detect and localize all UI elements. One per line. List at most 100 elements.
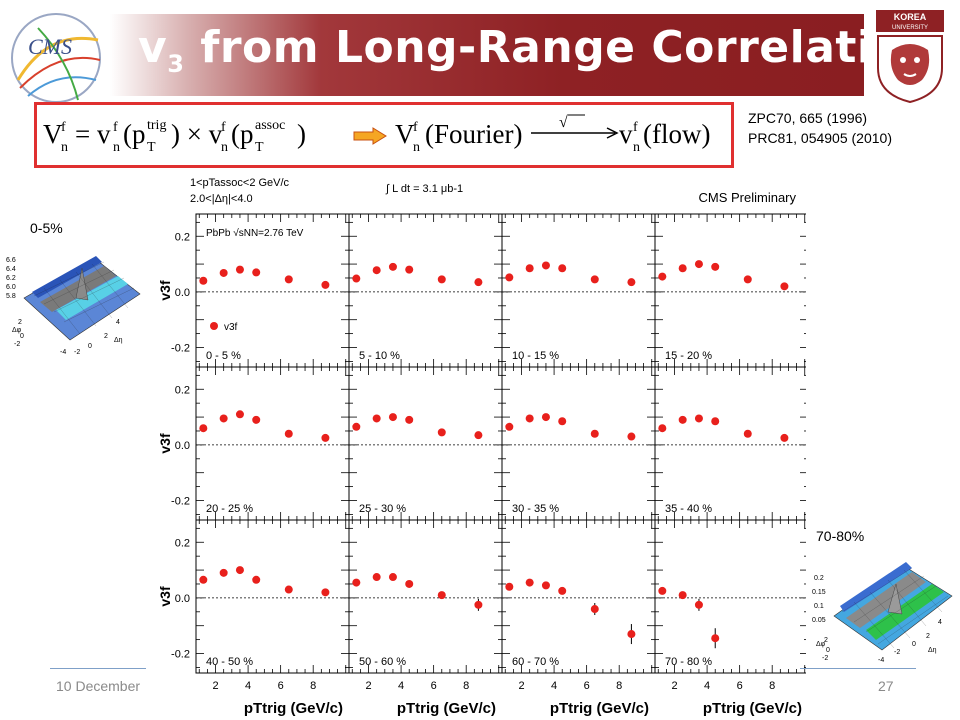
- data-point: [627, 278, 636, 287]
- data-point: [474, 278, 483, 287]
- svg-text:(Fourier): (Fourier): [425, 119, 522, 149]
- panel-centrality-label: 50 - 60 %: [359, 656, 406, 668]
- data-point: [352, 422, 361, 431]
- data-point: [252, 575, 261, 584]
- svg-text:n: n: [61, 140, 68, 155]
- svg-text:KOREA: KOREA: [894, 12, 927, 22]
- data-point: [199, 575, 208, 584]
- svg-text:-2: -2: [894, 649, 900, 656]
- svg-text:Δη: Δη: [114, 337, 123, 344]
- svg-text:0.1: 0.1: [814, 603, 824, 610]
- data-point: [590, 275, 599, 284]
- data-point: [525, 414, 534, 423]
- data-point: [405, 579, 414, 588]
- panel-frame: [501, 366, 656, 521]
- footer-date: 10 December: [56, 678, 141, 694]
- y-axis-label: v3f: [157, 433, 173, 454]
- svg-text:assoc: assoc: [255, 118, 285, 133]
- y-tick-label: 0.0: [175, 440, 190, 452]
- panel-frame: [348, 519, 503, 674]
- panel-centrality-label: 70 - 80 %: [665, 656, 712, 668]
- panel-centrality-label: 25 - 30 %: [359, 503, 406, 515]
- svg-text:0: 0: [88, 343, 92, 350]
- svg-text:0: 0: [826, 647, 830, 654]
- panel-centrality-label: 30 - 35 %: [512, 503, 559, 515]
- data-point: [388, 262, 397, 271]
- data-point: [405, 265, 414, 274]
- v3-multipanel-chart: 1<pTassoc<2 GeV/c 2.0<|Δη|<4.0 ∫ L dt = …: [148, 168, 806, 720]
- panel-6: 25 - 30 %: [348, 366, 503, 521]
- panel-centrality-label: 40 - 50 %: [206, 656, 253, 668]
- x-tick-label: 2: [671, 680, 677, 692]
- y-tick-label: -0.2: [171, 649, 190, 661]
- data-point: [372, 414, 381, 423]
- chart-header: 1<pTassoc<2 GeV/c 2.0<|Δη|<4.0 ∫ L dt = …: [190, 177, 796, 205]
- svg-text:-4: -4: [60, 349, 66, 356]
- header-cms-preliminary: CMS Preliminary: [698, 190, 796, 205]
- y-axis-label: v3f: [157, 280, 173, 301]
- data-point: [780, 282, 789, 291]
- panel-11: 60 - 70 %: [501, 519, 656, 674]
- panel-centrality-label: 0 - 5 %: [206, 350, 241, 362]
- data-point: [558, 417, 567, 426]
- references: ZPC70, 665 (1996) PRC81, 054905 (2010): [748, 108, 892, 148]
- panel-centrality-label: 60 - 70 %: [512, 656, 559, 668]
- data-point: [199, 424, 208, 433]
- panel-frame: [195, 366, 350, 521]
- svg-text:): ): [297, 119, 306, 149]
- svg-text:6.4: 6.4: [6, 266, 16, 273]
- svg-text:Δη: Δη: [928, 647, 937, 654]
- y-tick-label: 0.0: [175, 593, 190, 605]
- x-tick-label: 4: [245, 680, 251, 692]
- x-tick-label: 6: [431, 680, 437, 692]
- data-point: [284, 585, 293, 594]
- data-point: [678, 591, 687, 600]
- svg-text:f: f: [113, 120, 118, 135]
- korea-university-logo: KOREA UNIVERSITY: [876, 10, 944, 104]
- data-point: [352, 578, 361, 587]
- data-point: [541, 413, 550, 422]
- x-tick-label: 8: [616, 680, 622, 692]
- panel-frame: [501, 213, 656, 368]
- data-point: [372, 266, 381, 275]
- x-tick-label: 2: [212, 680, 218, 692]
- data-point: [321, 588, 330, 597]
- data-point: [235, 566, 244, 575]
- svg-text:f: f: [633, 120, 638, 135]
- header-deta: 2.0<|Δη|<4.0: [190, 193, 253, 205]
- panel-frame: [654, 519, 806, 674]
- right-arrow-icon: [353, 127, 387, 145]
- slide-title: v3 from Long-Range Correlations: [138, 22, 960, 78]
- svg-text:2: 2: [104, 333, 108, 340]
- svg-text:v: v: [619, 119, 633, 149]
- svg-text:5.8: 5.8: [6, 293, 16, 300]
- y-tick-label: 0.2: [175, 537, 190, 549]
- x-tick-label: 2: [518, 680, 524, 692]
- panel-frame: [654, 213, 806, 368]
- data-point: [388, 573, 397, 582]
- svg-text:n: n: [113, 140, 120, 155]
- header-luminosity: ∫ L dt = 3.1 μb-1: [385, 183, 463, 195]
- svg-text:n: n: [413, 140, 420, 155]
- panel-frame: [348, 366, 503, 521]
- formula-right: V n f (Fourier) √ v n f (flow): [395, 114, 710, 155]
- data-point: [252, 268, 261, 277]
- svg-text:f: f: [221, 120, 226, 135]
- svg-text:V: V: [395, 119, 415, 149]
- data-point: [678, 415, 687, 424]
- panel-2: 5 - 10 %: [348, 213, 503, 368]
- panel-frame: [348, 213, 503, 368]
- y-tick-label: 0.2: [175, 231, 190, 243]
- x-axis-label: pTtrig (GeV/c): [550, 700, 649, 717]
- cms-logo: CMS: [11, 13, 101, 103]
- panel-8: 35 - 40 %: [654, 366, 806, 521]
- data-point: [525, 578, 534, 587]
- svg-text:0.15: 0.15: [812, 589, 826, 596]
- svg-text:0: 0: [20, 333, 24, 340]
- panel-frame: [654, 366, 806, 521]
- x-tick-label: 6: [737, 680, 743, 692]
- data-point: [474, 600, 483, 609]
- svg-text:n: n: [633, 140, 640, 155]
- data-point: [694, 414, 703, 423]
- panel-4: 15 - 20 %: [654, 213, 806, 368]
